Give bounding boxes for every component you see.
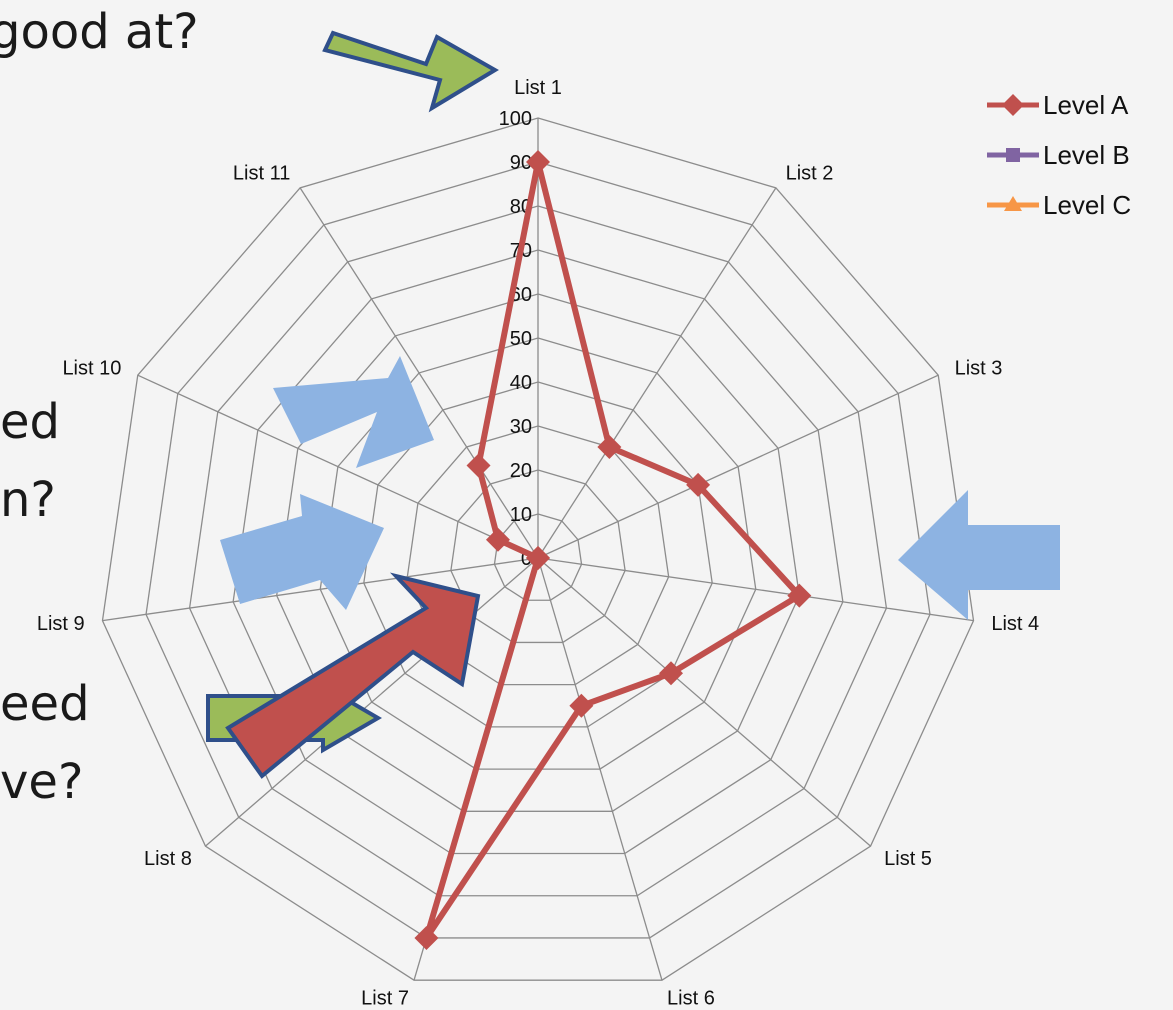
grid-spoke [299,187,539,559]
radial-tick-label: 0 [521,548,532,570]
slide-text-line-5: ve? [0,754,84,810]
grid-ring [363,381,713,728]
square-marker-icon [987,148,1039,162]
data-point-marker [686,472,711,497]
slide-text-line-4: eed [0,676,90,732]
data-point-marker [569,693,594,718]
category-label: List 11 [233,163,290,185]
legend: Level A Level B Level C [985,80,1131,230]
data-point-marker [526,546,550,570]
radial-tick-label: 10 [510,504,532,526]
slide-text-line-2: ed [0,394,60,450]
grid-spoke [537,374,939,559]
category-label: List 4 [991,613,1039,635]
grid-ring [450,469,626,644]
grid-ring [406,425,670,686]
data-point-marker [466,453,491,478]
legend-item-level-b: Level B [985,130,1131,180]
category-label: List 9 [37,613,85,635]
grid-ring [101,117,975,981]
legend-item-level-a: Level A [985,80,1131,130]
grid-ring [232,249,844,855]
grid-spoke [102,557,539,622]
category-label: List 8 [144,848,192,870]
grid-spoke [537,557,871,847]
data-point-marker [659,661,684,686]
category-label: List 2 [786,163,834,185]
triangle-marker-icon [987,196,1039,211]
category-label: List 3 [955,358,1003,380]
category-label: List 5 [884,848,932,870]
data-point-marker [414,925,439,950]
radial-tick-label: 50 [510,328,532,350]
radial-tick-label: 20 [510,460,532,482]
grid-spoke [537,187,777,559]
category-label: List 6 [667,987,715,1009]
radial-tick-label: 100 [499,108,532,130]
legend-label-level-a: Level A [1043,89,1129,120]
category-label: List 10 [62,358,121,380]
radial-tick-label: 30 [510,416,532,438]
data-point-marker [597,434,622,459]
slide-text-line-3: n? [0,472,56,528]
radar-grid [101,117,975,981]
grid-ring [188,205,888,897]
data-point-marker [485,527,510,552]
category-labels: List 1 List 2 List 3 List 4 List 5 List 6 List… [37,77,1039,1009]
green-arrow-top [322,30,499,113]
radial-tick-label: 90 [510,152,532,174]
grid-spoke [537,557,974,622]
red-arrow [225,572,481,779]
blue-arrow-upper-left [273,356,434,468]
legend-item-level-c: Level C [985,180,1131,230]
blue-arrow-right [898,490,1060,620]
legend-label-level-c: Level C [1043,189,1132,220]
grid-ring [145,161,931,939]
data-point-marker [787,583,812,608]
diamond-marker-icon [987,94,1039,116]
series-layer [414,150,812,950]
data-point-marker [526,150,550,174]
grid-spoke [137,374,539,559]
radial-tick-label: 40 [510,372,532,394]
annotation-arrows [206,30,1060,779]
grid-spoke [205,557,539,847]
category-label: List 7 [361,987,409,1009]
blue-arrow-lower-left [220,494,384,610]
slide-text-line-1: good at? [0,4,199,60]
category-label: List 1 [514,77,562,99]
legend-label-level-b: Level B [1043,139,1130,170]
grid-spoke [537,557,663,981]
